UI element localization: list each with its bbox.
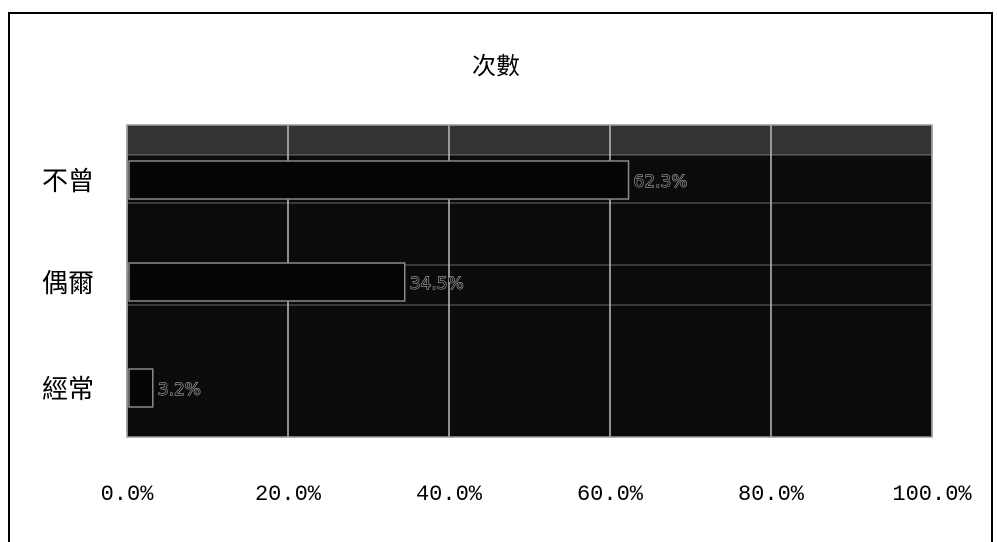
x-tick-label: 60.0%: [577, 482, 644, 507]
bar: [128, 262, 406, 302]
x-tick-label: 0.0%: [101, 482, 155, 507]
bar: [128, 160, 630, 200]
chart-title: 次數: [472, 52, 520, 80]
bar: [128, 368, 154, 408]
x-tick-label: 80.0%: [738, 482, 805, 507]
category-label: 經常: [42, 375, 94, 405]
data-label: 3.2%: [158, 380, 201, 400]
labels: 0.0% 20.0% 40.0% 60.0% 80.0% 100.0% 不曾 62.3% 偶爾 3…: [42, 167, 972, 507]
bars: [128, 160, 630, 408]
data-label: 34.5%: [410, 274, 464, 294]
chart-frame: [8, 12, 993, 542]
x-tick-label: 20.0%: [255, 482, 322, 507]
category-label: 不曾: [42, 167, 94, 197]
data-label: 62.3%: [634, 172, 688, 192]
plot-border: [126, 124, 933, 438]
category-label: 偶爾: [42, 269, 94, 299]
x-tick-label: 40.0%: [416, 482, 483, 507]
plot-top-band: [127, 125, 932, 155]
x-tick-label: 100.0%: [892, 482, 972, 507]
